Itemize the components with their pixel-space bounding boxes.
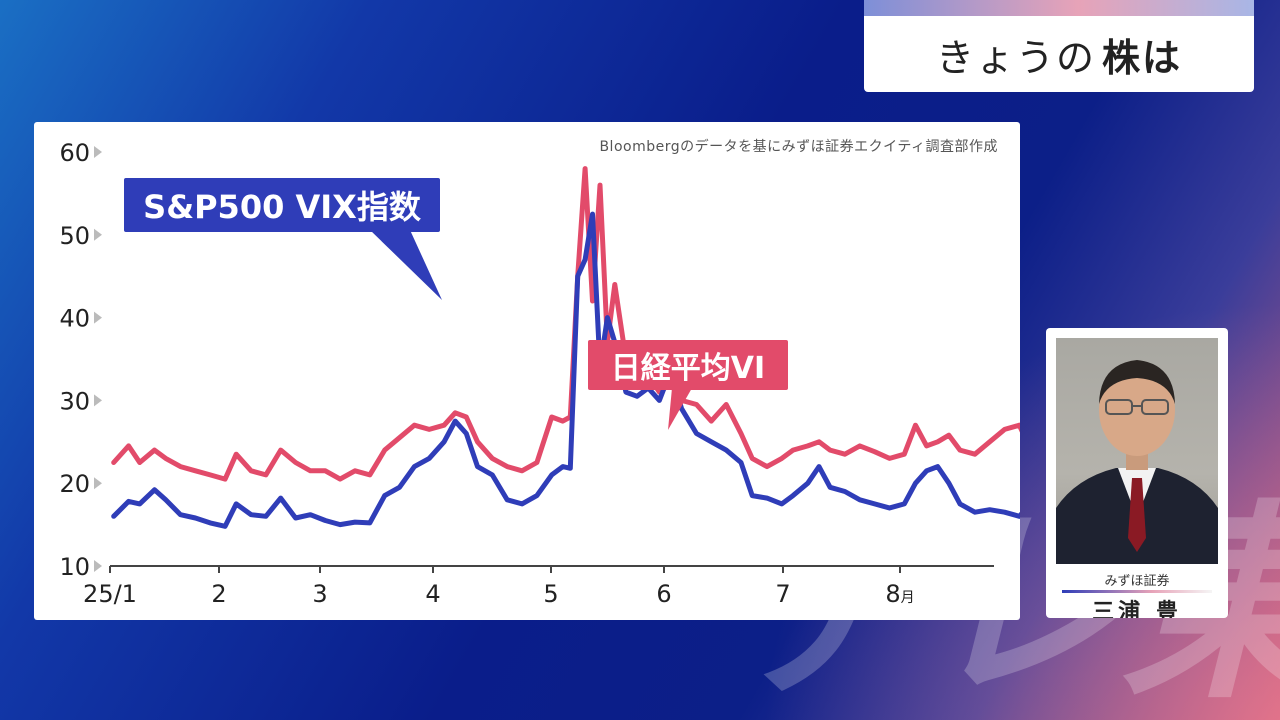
title-emphasis: 株は bbox=[1102, 35, 1183, 80]
y-tick-label: 20 bbox=[59, 470, 90, 498]
commentator-portrait-icon bbox=[1056, 360, 1218, 564]
nikkei-vi-series-label: 日経平均VI bbox=[588, 340, 788, 390]
commentator-card: みずほ証券 三浦 豊 bbox=[1046, 328, 1228, 618]
program-title: きょうの 株は bbox=[864, 16, 1254, 92]
commentator-photo bbox=[1056, 338, 1218, 564]
vix-series-line bbox=[111, 211, 1020, 529]
x-tick-label: 4 bbox=[425, 580, 440, 608]
vix-series-label: S&P500 VIX指数 bbox=[124, 178, 440, 232]
x-tick-label: 25/1 bbox=[83, 580, 137, 608]
program-title-box: きょうの 株は bbox=[864, 0, 1254, 92]
y-tick-label: 40 bbox=[59, 305, 90, 333]
title-prefix: きょうの bbox=[935, 35, 1096, 80]
x-tick-label: 3 bbox=[312, 580, 327, 608]
y-tick-label: 50 bbox=[59, 222, 90, 250]
commentator-name: 三浦 豊 bbox=[1092, 600, 1182, 618]
y-tick-label: 10 bbox=[59, 553, 90, 581]
y-tick-label: 30 bbox=[59, 387, 90, 415]
y-tick-marker bbox=[94, 394, 102, 407]
y-tick-marker bbox=[94, 477, 102, 490]
title-accent-bar bbox=[864, 0, 1254, 16]
commentator-affiliation: みずほ証券 bbox=[1104, 574, 1170, 589]
y-tick-marker bbox=[94, 311, 102, 324]
y-tick-marker bbox=[94, 560, 102, 572]
name-accent-bar bbox=[1062, 590, 1212, 593]
y-tick-label: 60 bbox=[59, 139, 90, 167]
y-tick-marker bbox=[94, 146, 102, 158]
x-tick-label: 7 bbox=[775, 580, 790, 608]
x-tick-label: 2 bbox=[211, 580, 226, 608]
x-tick-label: 8月 bbox=[885, 580, 914, 608]
y-tick-marker bbox=[94, 228, 102, 241]
x-tick-label: 5 bbox=[543, 580, 558, 608]
x-tick-label: 6 bbox=[656, 580, 671, 608]
chart-source-note: Bloombergのデータを基にみずほ証券エクイティ調査部作成 bbox=[599, 139, 998, 155]
